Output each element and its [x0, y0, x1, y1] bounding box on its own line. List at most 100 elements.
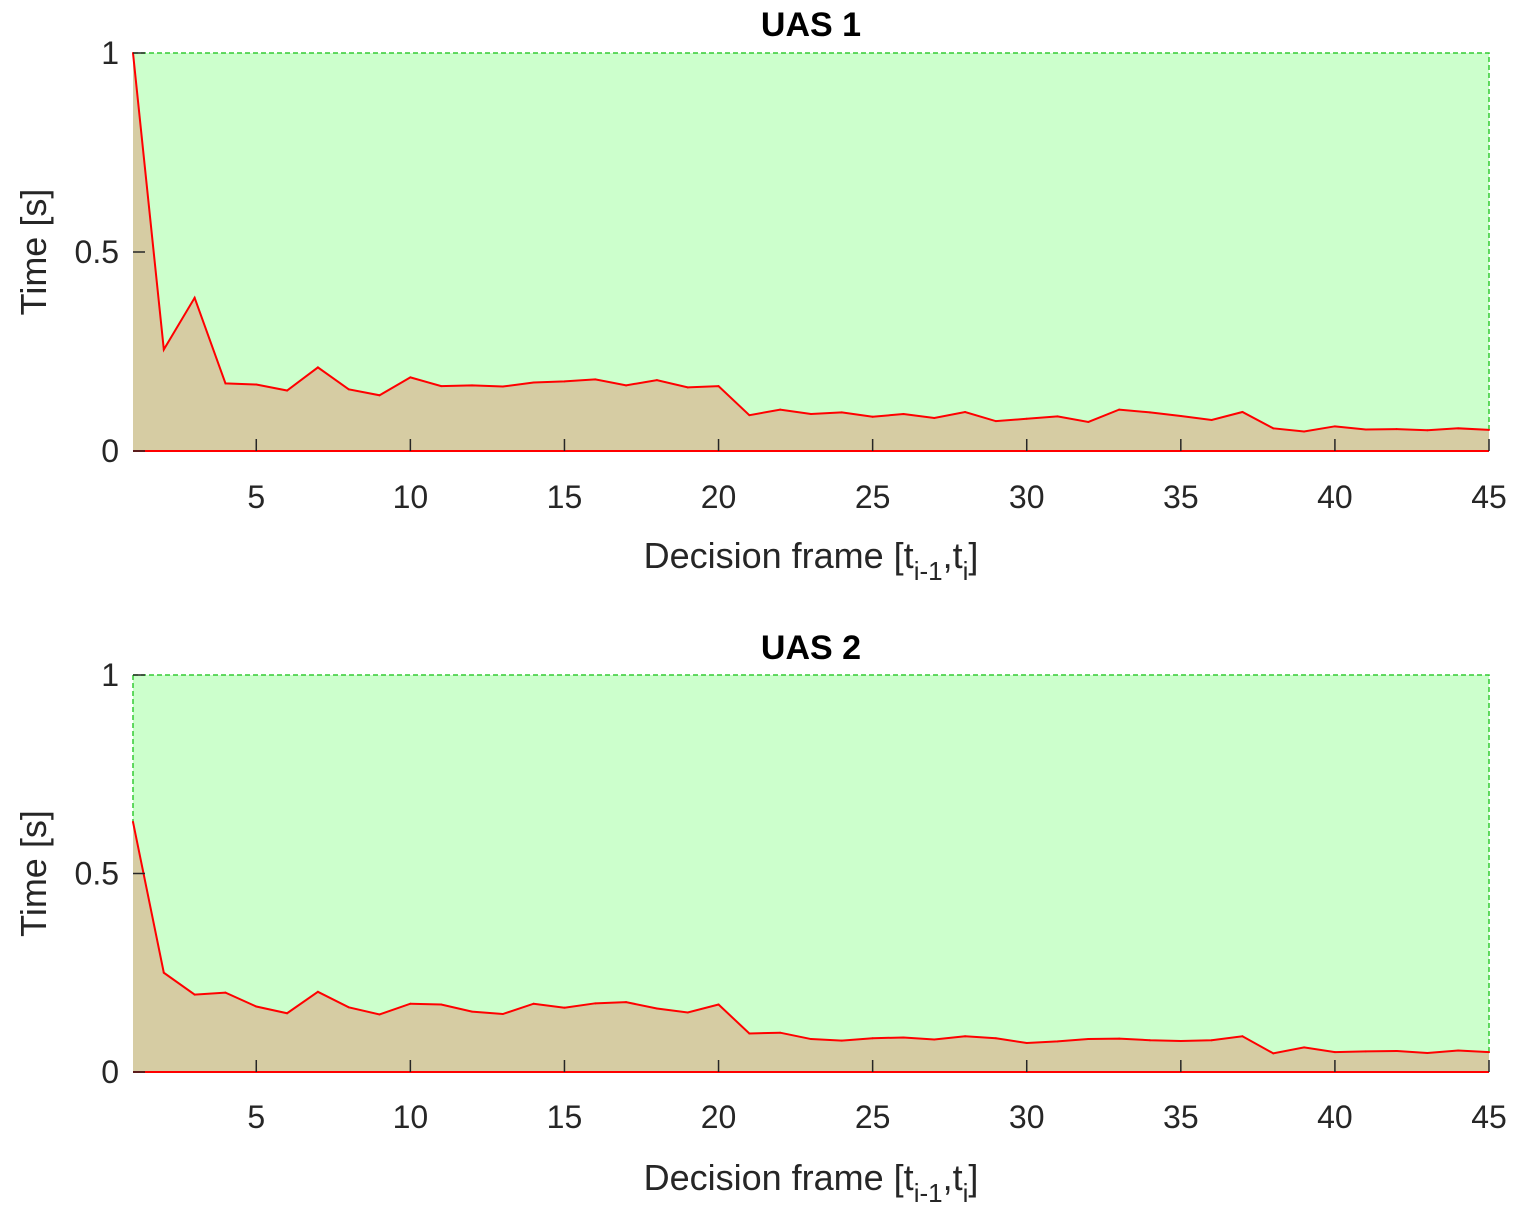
data-point [1179, 1040, 1182, 1043]
x-tick-label: 30 [1009, 479, 1045, 515]
data-point [1149, 411, 1151, 414]
x-tick-label: 35 [1163, 1099, 1199, 1135]
data-point [625, 1001, 628, 1004]
data-point [378, 1013, 381, 1016]
data-point [193, 993, 196, 996]
data-point [132, 820, 134, 823]
data-point [409, 376, 412, 379]
x-tick-label: 40 [1317, 479, 1353, 515]
x-tick-label: 15 [547, 479, 583, 515]
data-point [1025, 417, 1028, 420]
data-point [501, 385, 504, 388]
upper-area-edge [133, 52, 1490, 430]
data-point [594, 1002, 597, 1005]
data-point [563, 1006, 566, 1009]
data-point [1333, 425, 1336, 428]
chart-title: UAS 2 [761, 629, 861, 667]
chart-panel-1: 5 10 15 20 25 30 35 40 45 0 0.5 1 UAS 1 Decision fram… [13, 6, 1507, 586]
data-point [594, 378, 597, 381]
data-point [717, 385, 720, 388]
chart-panel-2: 5 10 15 20 25 30 35 40 45 0 0.5 1 UAS 2 Decision fram… [13, 629, 1507, 1208]
data-point [224, 991, 227, 994]
data-point [1118, 408, 1121, 411]
data-point [933, 416, 936, 419]
data-point [1426, 1051, 1429, 1054]
data-point [255, 383, 258, 386]
x-tick-label: 25 [855, 1099, 891, 1135]
y-axis-label: Time [s] [13, 189, 54, 316]
data-point [748, 414, 751, 417]
x-tick-label: 45 [1471, 1099, 1507, 1135]
y-tick-label: 0 [101, 1054, 119, 1090]
data-point [563, 380, 566, 383]
data-point [316, 366, 319, 369]
x-tick-label: 15 [547, 1099, 583, 1135]
data-point [162, 971, 165, 974]
data-point [162, 348, 165, 351]
data-point [902, 1036, 905, 1039]
data-point [810, 412, 812, 415]
upper-area [133, 675, 1489, 1054]
upper-area [133, 53, 1489, 432]
y-tick-label: 1 [101, 35, 119, 71]
data-point [1056, 1040, 1059, 1043]
data-point [316, 990, 319, 993]
y-tick-label: 1 [101, 657, 119, 693]
x-tick-label: 10 [393, 479, 429, 515]
data-point [409, 1002, 412, 1005]
x-tick-label: 10 [393, 1099, 429, 1135]
data-point [1488, 428, 1490, 431]
upper-area-edge [132, 674, 1490, 1053]
data-point [1056, 415, 1059, 418]
x-tick-label: 30 [1009, 1099, 1045, 1135]
x-tick-label: 5 [247, 479, 265, 515]
data-point [193, 296, 196, 299]
data-point [1488, 1051, 1490, 1054]
data-point [1087, 420, 1090, 423]
data-point [1241, 410, 1244, 413]
data-point [871, 1037, 874, 1040]
data-point [994, 420, 997, 423]
data-point [286, 389, 289, 392]
data-point [840, 1039, 843, 1042]
data-point [779, 408, 782, 411]
data-point [1426, 429, 1429, 432]
data-point [686, 386, 689, 389]
data-point [1118, 1037, 1121, 1040]
data-point [1272, 427, 1275, 430]
data-point [1333, 1051, 1336, 1054]
data-point [1241, 1035, 1244, 1038]
data-point [1179, 414, 1182, 417]
data-point [1457, 427, 1460, 430]
data-point [224, 382, 227, 385]
data-point [501, 1013, 504, 1016]
x-tick-label: 35 [1163, 479, 1199, 515]
data-point [625, 384, 628, 387]
y-axis-label: Time [s] [13, 810, 54, 937]
data-point [1149, 1039, 1151, 1042]
y-tick-label: 0.5 [75, 234, 119, 270]
data-point [1364, 428, 1367, 431]
data-point [748, 1032, 751, 1035]
data-point [1272, 1052, 1275, 1055]
x-axis-label: Decision frame [ti-1,ti] [644, 535, 979, 586]
lower-area [133, 821, 1489, 1072]
data-point [1087, 1038, 1090, 1041]
x-tick-label: 20 [701, 479, 737, 515]
data-point [1210, 418, 1213, 421]
data-point [532, 381, 535, 384]
x-tick-label: 5 [247, 1099, 265, 1135]
data-point [686, 1011, 689, 1014]
lower-area [133, 53, 1489, 451]
data-point [655, 1007, 658, 1010]
data-point [810, 1038, 812, 1041]
data-point [1364, 1050, 1367, 1053]
data-point [471, 384, 473, 387]
data-point [655, 379, 658, 382]
chart-title: UAS 1 [761, 6, 861, 44]
data-point [964, 410, 967, 413]
x-tick-label: 40 [1317, 1099, 1353, 1135]
data-point [471, 1010, 473, 1013]
x-tick-label: 20 [701, 1099, 737, 1135]
